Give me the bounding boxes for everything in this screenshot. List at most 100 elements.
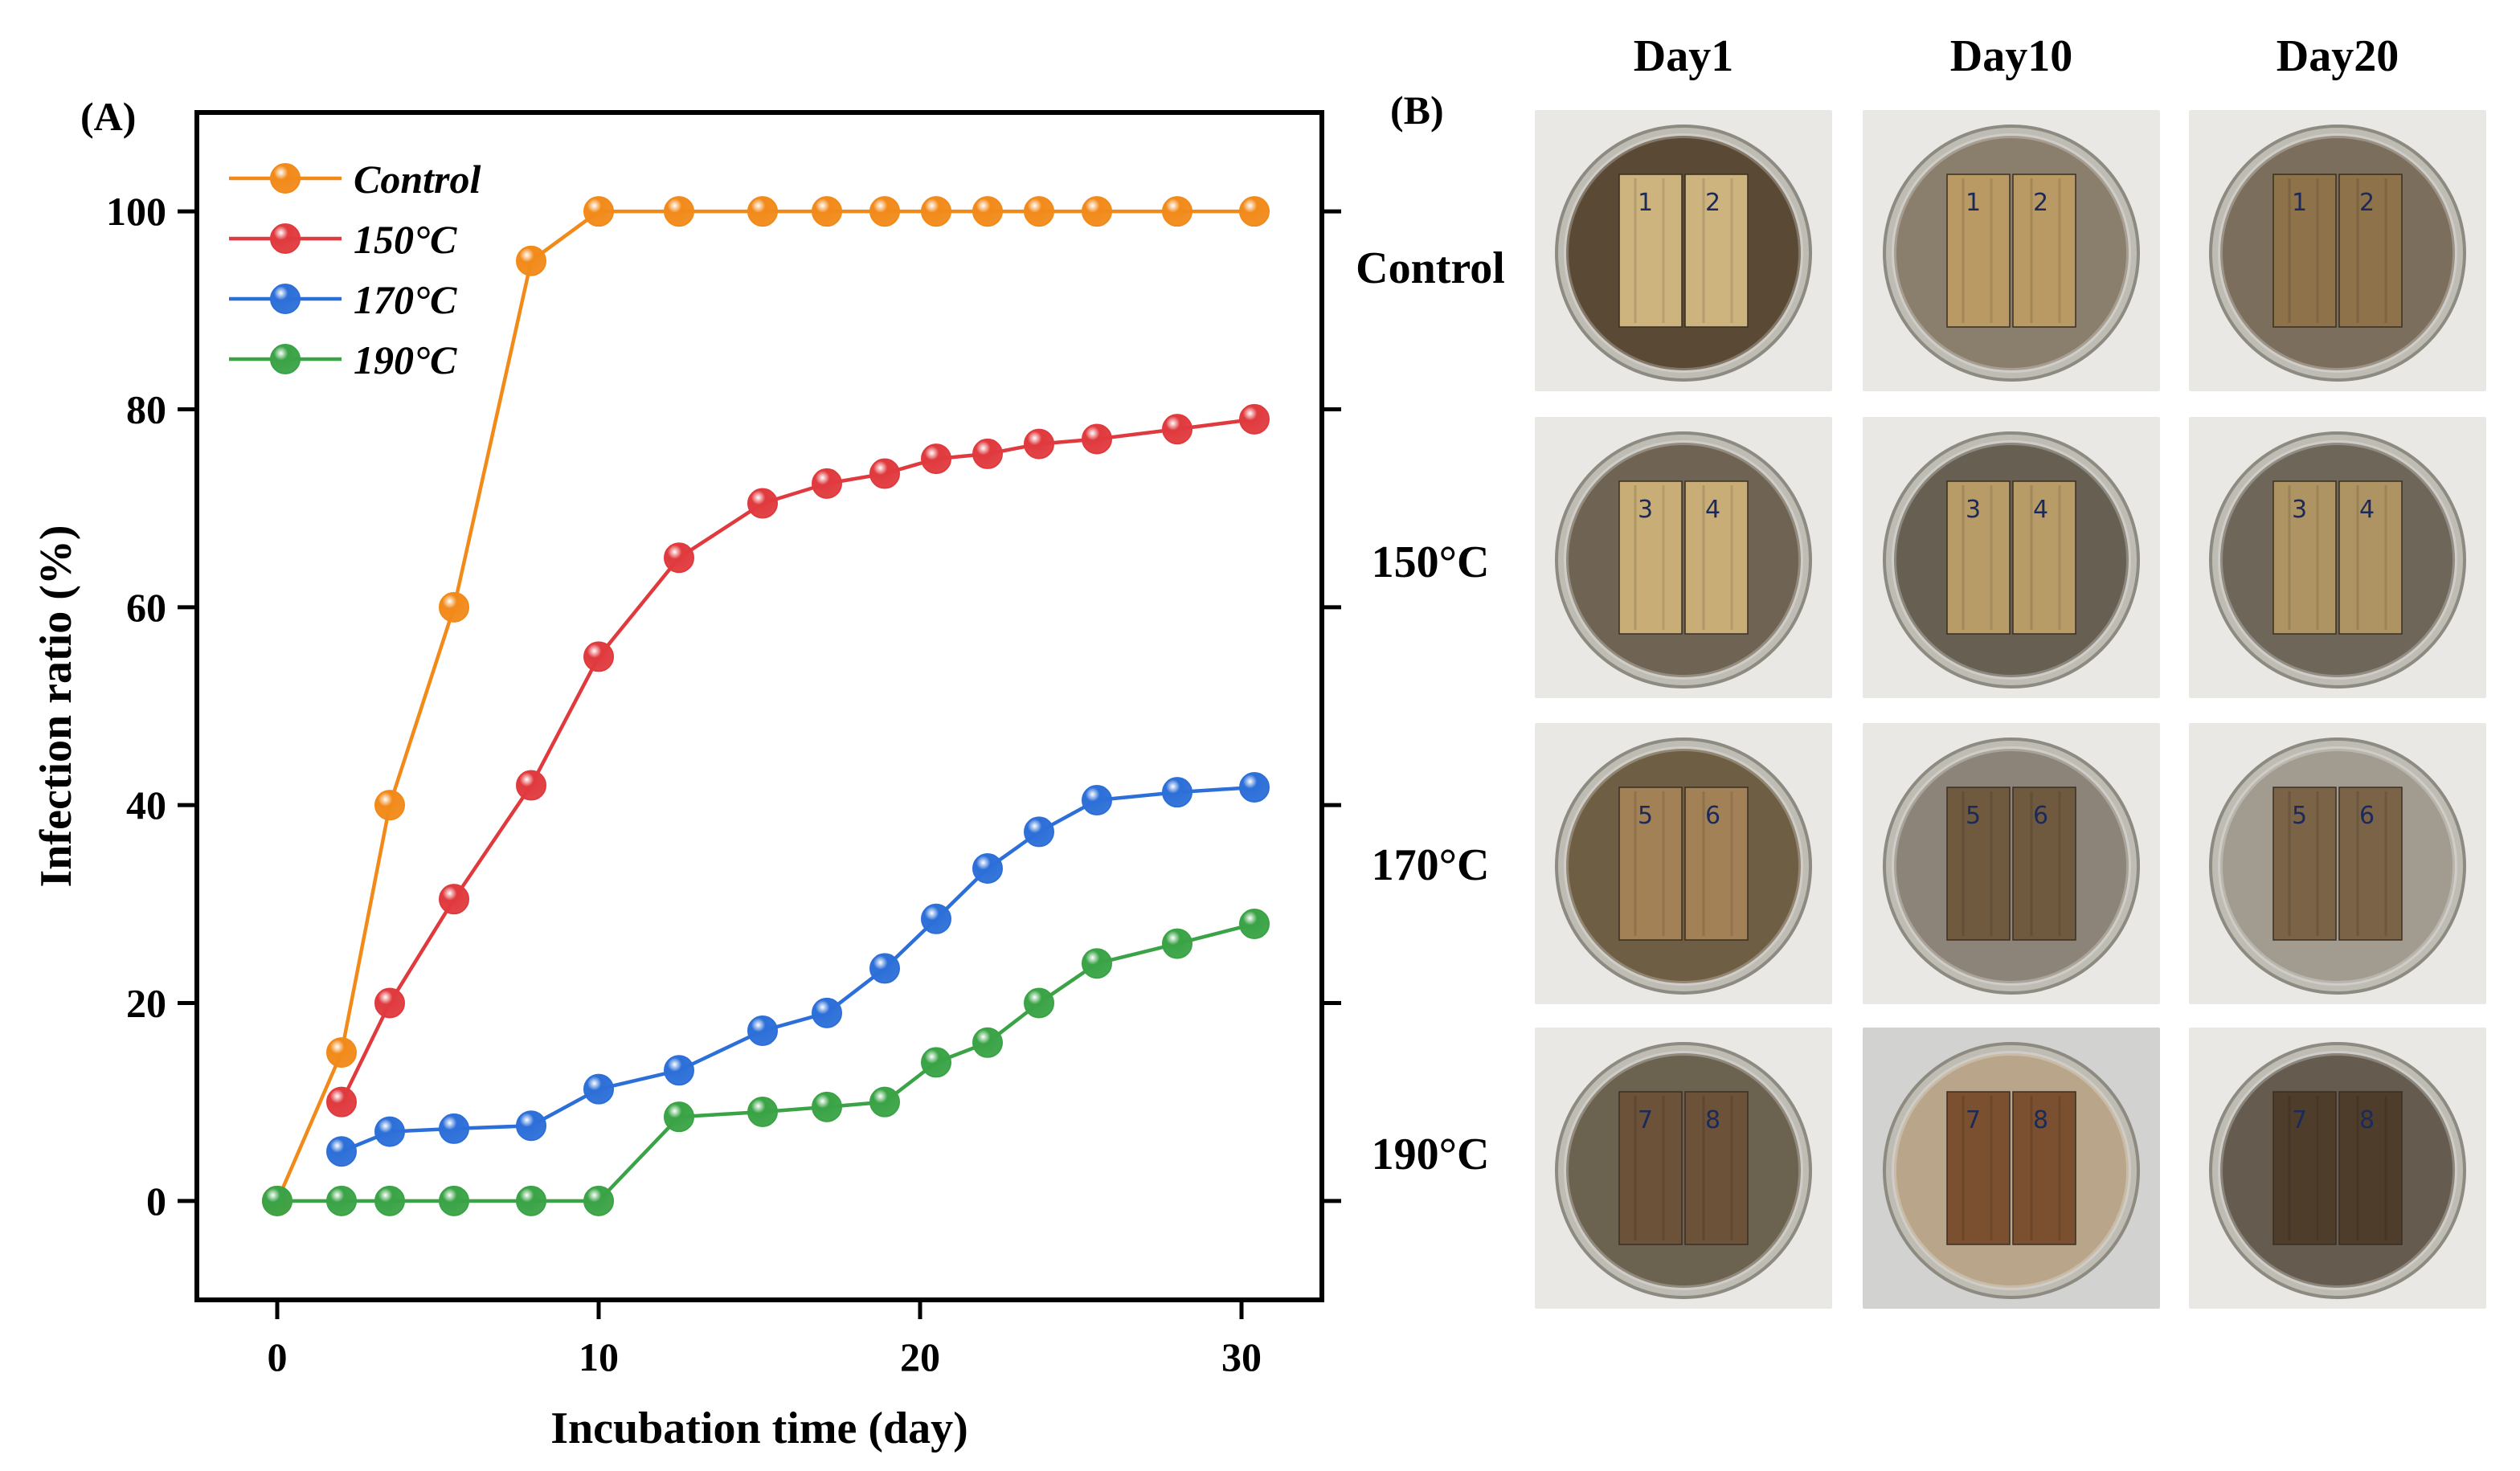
data-point bbox=[583, 641, 614, 672]
data-point bbox=[583, 1073, 614, 1105]
y-tick-label: 40 bbox=[126, 782, 166, 827]
data-point bbox=[516, 1185, 546, 1216]
data-point bbox=[516, 770, 546, 801]
data-point bbox=[1024, 196, 1054, 227]
column-header-day10: Day10 bbox=[1949, 31, 2073, 81]
data-point bbox=[326, 1136, 357, 1167]
svg-text:1: 1 bbox=[2292, 189, 2307, 217]
data-point bbox=[812, 997, 842, 1028]
column-header-day1: Day1 bbox=[1633, 31, 1734, 81]
data-point bbox=[439, 591, 469, 623]
data-point bbox=[1239, 771, 1270, 803]
data-point bbox=[664, 1101, 694, 1133]
legend-marker bbox=[270, 163, 301, 194]
x-tick-label: 30 bbox=[1221, 1334, 1262, 1379]
series-line-3 bbox=[277, 921, 1255, 1203]
data-point bbox=[516, 1110, 546, 1142]
data-point bbox=[747, 1015, 778, 1046]
svg-text:4: 4 bbox=[2033, 496, 2048, 524]
data-point bbox=[1024, 428, 1054, 460]
data-point bbox=[921, 443, 951, 475]
data-point bbox=[812, 1091, 842, 1122]
svg-text:6: 6 bbox=[2359, 802, 2375, 830]
data-point bbox=[1082, 196, 1112, 227]
legend-marker bbox=[270, 223, 301, 254]
data-point bbox=[869, 196, 900, 227]
series-line-1 bbox=[339, 417, 1255, 1103]
data-point bbox=[972, 196, 1003, 227]
data-point bbox=[1024, 987, 1054, 1019]
series-line-0 bbox=[275, 209, 1254, 1202]
series-line-2 bbox=[341, 785, 1255, 1154]
data-point bbox=[439, 1185, 469, 1216]
svg-text:7: 7 bbox=[1638, 1106, 1653, 1134]
data-point bbox=[262, 1185, 292, 1216]
x-tick-label: 0 bbox=[268, 1334, 288, 1379]
data-point bbox=[1082, 423, 1112, 455]
panel-b-label: (B) bbox=[1390, 88, 1444, 133]
svg-text:4: 4 bbox=[2359, 496, 2375, 524]
data-point bbox=[1082, 785, 1112, 816]
data-point bbox=[1162, 928, 1192, 959]
data-point bbox=[516, 245, 546, 276]
data-point bbox=[869, 1086, 900, 1118]
svg-text:8: 8 bbox=[1705, 1106, 1720, 1134]
data-point bbox=[439, 884, 469, 915]
y-tick-label: 100 bbox=[106, 189, 166, 234]
svg-text:5: 5 bbox=[1966, 802, 1981, 830]
svg-text:3: 3 bbox=[1638, 496, 1653, 524]
svg-text:4: 4 bbox=[1705, 496, 1720, 524]
svg-text:2: 2 bbox=[2033, 189, 2048, 217]
y-tick-label: 20 bbox=[126, 981, 166, 1026]
data-point bbox=[869, 953, 900, 984]
svg-text:1: 1 bbox=[1638, 189, 1653, 217]
panel-a-label: (A) bbox=[80, 94, 136, 139]
data-point bbox=[1162, 196, 1192, 227]
x-tick-label: 20 bbox=[900, 1334, 940, 1379]
svg-text:1: 1 bbox=[1966, 189, 1981, 217]
data-point bbox=[747, 1096, 778, 1127]
data-point bbox=[1082, 948, 1112, 979]
data-point bbox=[1239, 403, 1270, 435]
plot-frame bbox=[194, 110, 1324, 1302]
svg-text:2: 2 bbox=[1705, 189, 1720, 217]
legend-label: 150°C bbox=[354, 217, 457, 262]
y-tick-label: 80 bbox=[126, 387, 166, 432]
svg-text:6: 6 bbox=[2033, 802, 2048, 830]
row-label-170c: 170°C bbox=[1371, 840, 1490, 890]
svg-text:8: 8 bbox=[2359, 1106, 2375, 1134]
data-point bbox=[374, 1116, 405, 1147]
svg-text:7: 7 bbox=[1966, 1106, 1981, 1134]
svg-text:5: 5 bbox=[1638, 802, 1653, 830]
data-point bbox=[1162, 777, 1192, 808]
data-point bbox=[921, 196, 951, 227]
y-axis-label: Infection ratio (%) bbox=[31, 525, 81, 887]
data-point bbox=[374, 790, 405, 821]
y-tick-label: 60 bbox=[126, 585, 166, 630]
column-header-day20: Day20 bbox=[2276, 31, 2399, 81]
data-point bbox=[374, 987, 405, 1019]
legend-marker bbox=[270, 344, 301, 374]
data-point bbox=[921, 1047, 951, 1078]
svg-text:8: 8 bbox=[2033, 1106, 2048, 1134]
data-point bbox=[921, 903, 951, 934]
data-point bbox=[1239, 908, 1270, 939]
data-point bbox=[583, 1185, 614, 1216]
